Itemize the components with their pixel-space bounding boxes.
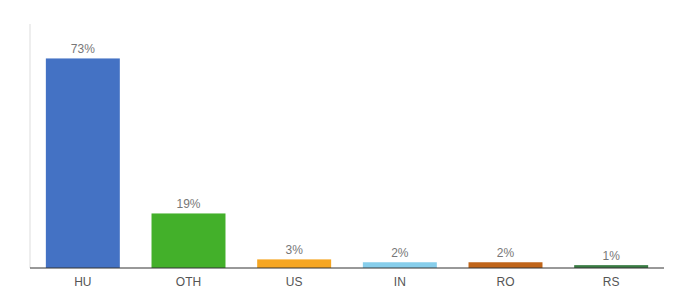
data-labels: 73% 19% 3% 2% 2% 1%	[71, 42, 620, 263]
data-label: 3%	[285, 243, 303, 257]
x-tick-labels: HU OTH US IN RO RS	[74, 275, 619, 289]
bar	[363, 262, 437, 268]
x-tick-label: IN	[394, 275, 406, 289]
x-tick-label: OTH	[176, 275, 201, 289]
data-label: 2%	[391, 246, 409, 260]
x-tick-label: US	[286, 275, 303, 289]
x-tick-label: RS	[603, 275, 620, 289]
data-label: 19%	[176, 197, 200, 211]
x-tick-label: RO	[497, 275, 515, 289]
bar	[152, 213, 226, 268]
bar-chart: 73% 19% 3% 2% 2% 1% HU OTH US IN RO RS	[0, 0, 680, 300]
data-label: 2%	[497, 246, 515, 260]
bars	[46, 58, 648, 268]
bar	[469, 262, 543, 268]
bar	[257, 259, 331, 268]
chart-container: 73% 19% 3% 2% 2% 1% HU OTH US IN RO RS	[0, 0, 680, 300]
y-axis-line	[30, 24, 31, 268]
data-label: 1%	[602, 249, 620, 263]
x-tick-label: HU	[74, 275, 91, 289]
bar	[46, 58, 120, 268]
x-axis-line	[30, 268, 664, 269]
data-label: 73%	[71, 42, 95, 56]
